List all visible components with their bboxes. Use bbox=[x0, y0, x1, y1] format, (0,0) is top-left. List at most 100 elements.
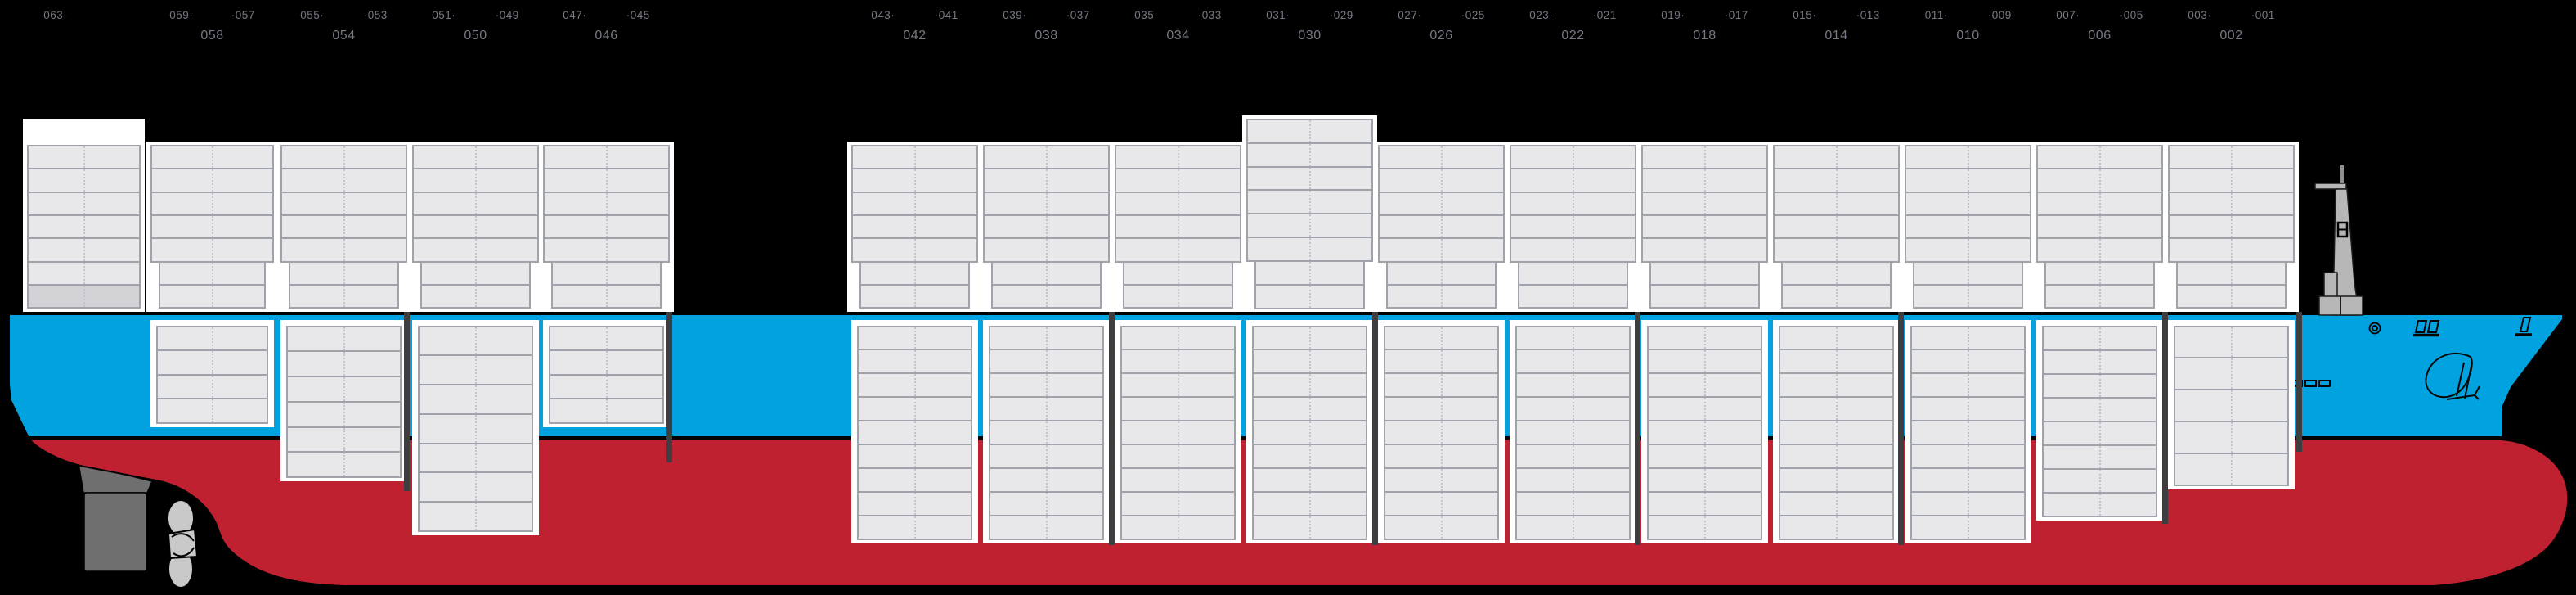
container-slot[interactable] bbox=[1440, 421, 1498, 444]
container-slot[interactable] bbox=[1177, 239, 1241, 261]
container-slot[interactable] bbox=[913, 445, 972, 468]
container-slot[interactable] bbox=[2178, 286, 2231, 307]
container-slot[interactable] bbox=[1385, 421, 1441, 444]
container-slot[interactable] bbox=[1775, 169, 1836, 191]
container-slot[interactable] bbox=[420, 356, 475, 384]
container-slot[interactable] bbox=[1308, 191, 1372, 214]
container-slot[interactable] bbox=[2170, 169, 2231, 191]
container-slot[interactable] bbox=[414, 239, 475, 260]
container-slot[interactable] bbox=[1643, 146, 1704, 168]
container-slot[interactable] bbox=[913, 516, 972, 539]
container-slot[interactable] bbox=[1308, 120, 1372, 142]
container-slot[interactable] bbox=[990, 374, 1046, 396]
container-slot[interactable] bbox=[1780, 493, 1836, 515]
container-slot[interactable] bbox=[343, 427, 401, 452]
container-slot[interactable] bbox=[1254, 421, 1309, 444]
container-slot[interactable] bbox=[1308, 421, 1367, 444]
container-slot[interactable] bbox=[1967, 192, 2031, 215]
container-slot[interactable] bbox=[2098, 350, 2156, 373]
container-slot[interactable] bbox=[2044, 494, 2099, 516]
container-slot[interactable] bbox=[343, 262, 398, 285]
container-slot[interactable] bbox=[605, 286, 661, 308]
container-slot[interactable] bbox=[1835, 239, 1899, 261]
container-slot[interactable] bbox=[985, 239, 1046, 260]
container-slot[interactable] bbox=[1649, 516, 1704, 539]
container-slot[interactable] bbox=[1967, 239, 2031, 261]
container-slot[interactable] bbox=[1045, 421, 1103, 444]
container-slot[interactable] bbox=[1780, 421, 1836, 444]
container-slot[interactable] bbox=[1835, 469, 1893, 492]
container-slot[interactable] bbox=[1643, 216, 1704, 237]
container-slot[interactable] bbox=[1045, 192, 1109, 215]
container-slot[interactable] bbox=[282, 146, 343, 168]
container-slot[interactable] bbox=[1254, 350, 1309, 372]
container-slot[interactable] bbox=[1906, 193, 1968, 214]
container-slot[interactable] bbox=[1440, 239, 1504, 261]
container-slot[interactable] bbox=[2098, 239, 2162, 261]
container-slot[interactable] bbox=[1572, 327, 1630, 349]
container-slot[interactable] bbox=[1385, 445, 1441, 467]
container-slot[interactable] bbox=[1440, 262, 1496, 285]
container-slot[interactable] bbox=[1780, 469, 1836, 491]
container-slot[interactable] bbox=[288, 403, 343, 426]
container-slot[interactable] bbox=[913, 216, 977, 238]
container-slot[interactable] bbox=[29, 286, 83, 307]
container-slot[interactable] bbox=[2038, 216, 2099, 237]
container-slot[interactable] bbox=[913, 398, 972, 421]
container-slot[interactable] bbox=[545, 146, 606, 168]
container-slot[interactable] bbox=[1177, 374, 1235, 397]
container-slot[interactable] bbox=[1388, 286, 1441, 307]
container-slot[interactable] bbox=[1703, 169, 1767, 192]
container-slot[interactable] bbox=[211, 146, 273, 169]
container-slot[interactable] bbox=[83, 262, 140, 285]
container-slot[interactable] bbox=[1045, 216, 1109, 238]
container-slot[interactable] bbox=[1517, 421, 1573, 444]
container-slot[interactable] bbox=[1254, 327, 1309, 349]
container-slot[interactable] bbox=[859, 398, 914, 420]
container-slot[interactable] bbox=[1122, 374, 1178, 396]
container-slot[interactable] bbox=[1967, 262, 2022, 285]
container-slot[interactable] bbox=[605, 239, 669, 261]
container-slot[interactable] bbox=[211, 262, 265, 285]
container-slot[interactable] bbox=[1385, 516, 1441, 539]
container-slot[interactable] bbox=[2098, 192, 2162, 215]
container-slot[interactable] bbox=[1649, 398, 1704, 420]
container-slot[interactable] bbox=[422, 263, 475, 284]
container-slot[interactable] bbox=[913, 239, 977, 261]
container-slot[interactable] bbox=[1254, 493, 1309, 515]
container-slot[interactable] bbox=[1248, 214, 1309, 237]
container-slot[interactable] bbox=[1572, 216, 1636, 238]
container-slot[interactable] bbox=[2230, 286, 2286, 308]
container-slot[interactable] bbox=[1519, 263, 1573, 284]
container-slot[interactable] bbox=[1967, 516, 2025, 539]
container-slot[interactable] bbox=[1122, 445, 1178, 467]
container-slot[interactable] bbox=[1912, 493, 1968, 515]
container-slot[interactable] bbox=[913, 493, 972, 516]
container-slot[interactable] bbox=[1906, 146, 1968, 168]
container-slot[interactable] bbox=[1572, 469, 1630, 492]
container-slot[interactable] bbox=[2044, 399, 2099, 421]
container-slot[interactable] bbox=[1045, 516, 1103, 539]
container-slot[interactable] bbox=[1572, 350, 1630, 373]
container-slot[interactable] bbox=[1177, 469, 1235, 492]
container-slot[interactable] bbox=[420, 444, 475, 472]
container-slot[interactable] bbox=[1835, 374, 1893, 397]
container-slot[interactable] bbox=[1835, 146, 1899, 169]
container-slot[interactable] bbox=[1912, 374, 1968, 396]
container-slot[interactable] bbox=[2098, 169, 2162, 192]
container-slot[interactable] bbox=[1380, 169, 1441, 191]
container-slot[interactable] bbox=[985, 216, 1046, 237]
container-slot[interactable] bbox=[1177, 445, 1235, 468]
container-slot[interactable] bbox=[474, 327, 532, 355]
container-slot[interactable] bbox=[1703, 327, 1761, 349]
container-slot[interactable] bbox=[2098, 469, 2156, 492]
container-slot[interactable] bbox=[1783, 286, 1836, 307]
container-slot[interactable] bbox=[913, 327, 972, 349]
container-slot[interactable] bbox=[83, 169, 140, 192]
container-slot[interactable] bbox=[1256, 286, 1309, 308]
container-slot[interactable] bbox=[1649, 469, 1704, 491]
container-slot[interactable] bbox=[1308, 350, 1367, 373]
container-slot[interactable] bbox=[2044, 446, 2099, 468]
container-slot[interactable] bbox=[422, 286, 475, 307]
container-slot[interactable] bbox=[1440, 286, 1496, 308]
